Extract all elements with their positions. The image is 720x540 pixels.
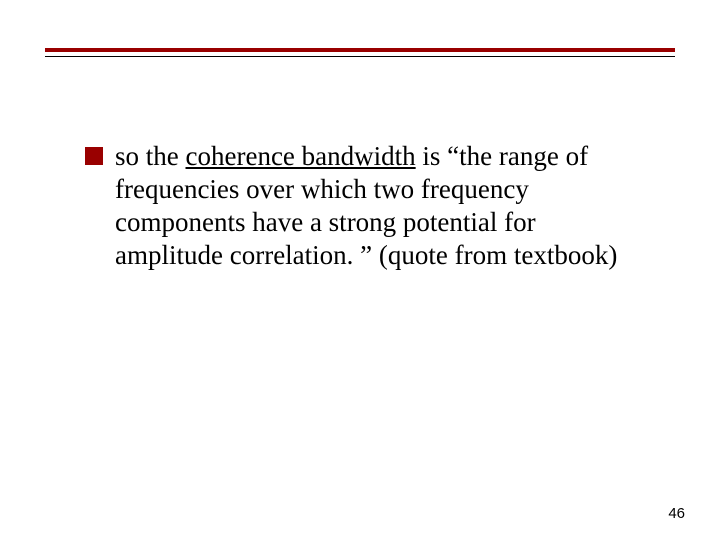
slide-content: so the coherence bandwidth is “the range…: [85, 140, 650, 272]
header-rule-thick: [45, 48, 675, 52]
page-number: 46: [668, 505, 685, 522]
bullet-item: so the coherence bandwidth is “the range…: [85, 140, 650, 272]
bullet-text-underlined: coherence bandwidth: [186, 141, 416, 171]
bullet-text-prefix: so the: [115, 141, 186, 171]
header-rule-thin: [45, 56, 675, 57]
square-bullet-icon: [85, 147, 103, 165]
bullet-text: so the coherence bandwidth is “the range…: [115, 140, 650, 272]
